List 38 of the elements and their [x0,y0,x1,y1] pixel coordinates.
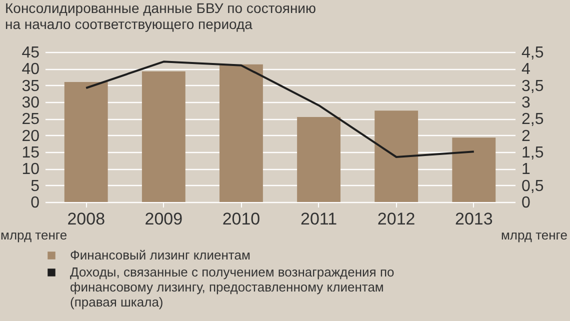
y2-tick-label: 3,5 [522,78,544,95]
y-tick-label: 15 [22,144,40,162]
y2-tick-label: 0 [522,194,530,212]
bar [64,82,108,202]
y-tick-label: 45 [22,44,40,62]
y2-axis-title: млрд тенге [500,228,568,242]
y-tick-label: 25 [22,111,40,128]
line-series [85,60,475,158]
chart-title: Консолидированные данные БВУ по состоянию на начало соответствующего периода [5,0,316,32]
y2-tick-label: 0,5 [522,178,544,195]
y2-tick-label: 3 [522,94,530,112]
y-tick-label: 35 [22,78,40,95]
bar [374,110,418,202]
y-tick-label: 20 [22,128,40,145]
bar [452,138,496,202]
x-tick-label: 2008 [67,210,106,228]
legend-label: Доходы, связанные с получением вознаграждения по финансовому лизингу, предоставленному клиентам (правая шкала) [70,264,394,310]
y2-tick-label: 4 [522,61,530,78]
y2-tick-label: 4,5 [522,44,544,62]
y-tick-label: 0 [30,194,40,212]
y2-tick-label: 2,5 [522,111,544,128]
x-tick-label: 2010 [222,210,260,228]
y2-tick-label: 1 [522,161,530,178]
bar [142,71,186,202]
y-tick-label: 40 [22,61,40,78]
y-tick-label: 5 [30,178,40,195]
y2-tick-label: 1,5 [522,144,544,162]
legend-label: Финансовый лизинг клиентам [70,248,250,262]
bar [297,117,340,202]
x-tick-label: 2012 [377,210,416,228]
x-tick-label: 2013 [454,210,493,228]
y-axis-title: млрд тенге [0,228,68,242]
bar [220,64,263,202]
x-tick-label: 2009 [144,210,183,228]
y-tick-label: 10 [22,161,40,178]
x-tick-label: 2011 [300,210,338,228]
y-tick-label: 30 [22,94,40,112]
y2-tick-label: 2 [522,128,530,145]
